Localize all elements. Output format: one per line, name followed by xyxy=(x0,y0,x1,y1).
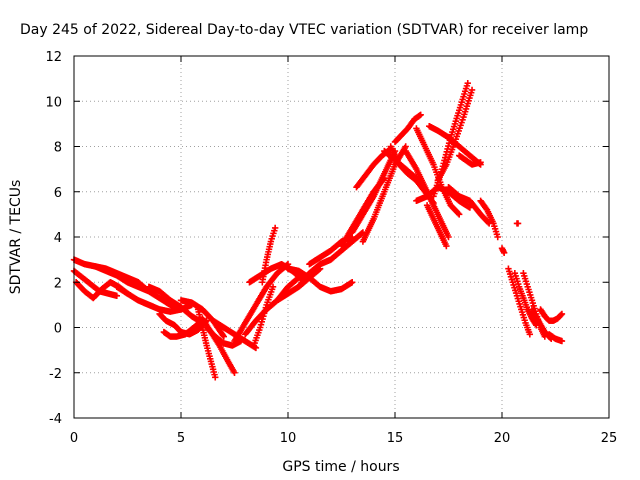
series-track-l xyxy=(203,324,245,349)
data-point xyxy=(212,374,219,381)
y-tick-label: -2 xyxy=(49,367,62,382)
series-track-i xyxy=(177,297,227,340)
series-track-ac xyxy=(391,111,424,146)
data-point xyxy=(445,233,452,241)
data-point xyxy=(271,224,279,232)
data-point xyxy=(220,333,227,340)
x-tick-label: 0 xyxy=(70,431,78,446)
data-point xyxy=(219,332,227,339)
data-point xyxy=(349,279,356,286)
x-tick-label: 15 xyxy=(387,431,404,446)
y-tick-label: 2 xyxy=(54,276,62,291)
grid-lines xyxy=(74,56,609,418)
y-tick-label: 12 xyxy=(45,50,62,65)
series-track-am xyxy=(477,197,501,241)
data-point xyxy=(514,220,522,227)
data-point xyxy=(500,249,508,257)
x-tick-label: 25 xyxy=(601,431,618,446)
series-track-u xyxy=(295,229,367,290)
y-tick-label: -4 xyxy=(49,412,62,427)
series-track-r xyxy=(246,260,307,286)
data-point xyxy=(113,292,120,300)
data-point xyxy=(482,205,490,212)
x-tick-label: 20 xyxy=(494,431,511,446)
series-track-t xyxy=(284,265,356,295)
data-point xyxy=(558,310,566,318)
series-track-al xyxy=(456,152,484,168)
series-track-au xyxy=(513,220,522,227)
data-point xyxy=(443,242,450,250)
y-axis-label: SDTVAR / TECUs xyxy=(8,180,24,295)
data-point xyxy=(526,331,534,338)
y-tick-label: 8 xyxy=(54,141,62,156)
series-track-d xyxy=(92,263,153,295)
data-point xyxy=(466,204,474,211)
series-track-ao xyxy=(505,265,534,338)
x-tick-label: 10 xyxy=(280,431,297,446)
series-track-at xyxy=(545,331,566,345)
y-tick-label: 10 xyxy=(45,95,62,110)
data-point xyxy=(558,337,566,345)
data-point xyxy=(417,111,424,119)
series-track-p xyxy=(250,283,277,349)
y-tick-label: 4 xyxy=(54,231,62,246)
series-track-y xyxy=(359,143,409,245)
data-points xyxy=(70,79,566,381)
series-track-af xyxy=(423,202,450,250)
x-axis-label: GPS time / hours xyxy=(282,459,399,475)
series-track-an xyxy=(498,245,508,257)
data-point xyxy=(455,210,462,217)
data-point xyxy=(485,219,492,226)
series-track-ak xyxy=(445,184,493,227)
data-point xyxy=(456,211,463,218)
chart-title: Day 245 of 2022, Sidereal Day-to-day VTE… xyxy=(20,22,588,38)
data-point xyxy=(468,86,476,94)
y-tick-label: 6 xyxy=(54,186,62,201)
series-track-j xyxy=(194,306,219,381)
series-track-ai xyxy=(434,86,476,184)
series-track-m xyxy=(209,317,260,352)
data-point xyxy=(494,233,501,241)
axis-ticks: 0 5 10 15 20 25 -4 -2 0 2 4 6 8 10 12 xyxy=(45,50,617,446)
y-tick-label: 0 xyxy=(54,322,62,337)
series-track-as xyxy=(537,306,566,324)
data-point xyxy=(464,79,471,87)
series-track-ar xyxy=(528,306,555,343)
data-point xyxy=(477,159,484,166)
data-point xyxy=(269,283,277,290)
data-point xyxy=(231,369,238,376)
x-tick-label: 5 xyxy=(177,431,185,446)
data-point xyxy=(557,311,565,319)
series-track-h xyxy=(160,317,206,340)
